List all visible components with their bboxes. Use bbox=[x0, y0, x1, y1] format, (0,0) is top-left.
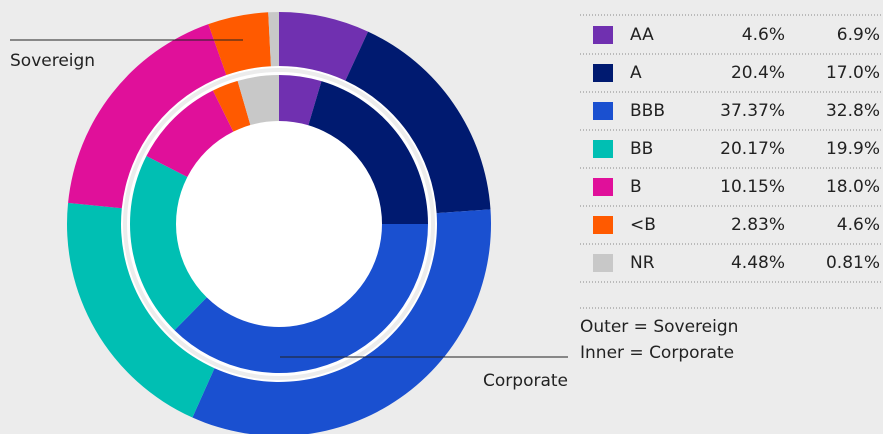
donut-segment bbox=[279, 12, 369, 81]
legend-label: BB bbox=[630, 139, 653, 159]
legend-value: 4.48% bbox=[731, 253, 785, 273]
legend-value: 0.81% bbox=[826, 253, 880, 273]
legend-value: 32.8% bbox=[826, 101, 880, 121]
legend-value: 18.0% bbox=[826, 177, 880, 197]
legend-label: A bbox=[630, 63, 642, 83]
legend-label: AA bbox=[630, 25, 654, 45]
legend-value: 19.9% bbox=[826, 139, 880, 159]
legend-swatch bbox=[593, 216, 613, 234]
donut-segment bbox=[192, 209, 491, 434]
donut-segment bbox=[279, 75, 322, 126]
legend-value: 37.37% bbox=[720, 101, 785, 121]
legend: AA 4.6% 6.9% A 20.4% 17.0% BBB 37.37% 32.8% BB 20.… bbox=[580, 14, 883, 309]
legend-swatch bbox=[593, 26, 613, 44]
legend-label: BBB bbox=[630, 101, 665, 121]
annotation: Inner = Corporate bbox=[580, 343, 734, 363]
callout-label: Corporate bbox=[483, 371, 568, 391]
donut-segment bbox=[174, 224, 428, 373]
legend-value: 17.0% bbox=[826, 63, 880, 83]
legend-label: <B bbox=[630, 215, 656, 235]
legend-swatch bbox=[593, 140, 613, 158]
legend-swatch bbox=[593, 64, 613, 82]
legend-value: 10.15% bbox=[720, 177, 785, 197]
legend-value: 20.17% bbox=[720, 139, 785, 159]
legend-swatch bbox=[593, 254, 613, 272]
donut bbox=[67, 12, 491, 434]
legend-value: 20.4% bbox=[731, 63, 785, 83]
legend-swatch bbox=[593, 178, 613, 196]
legend-value: 2.83% bbox=[731, 215, 785, 235]
legend-label: NR bbox=[630, 253, 655, 273]
donut-segment bbox=[208, 12, 271, 76]
donut-segment bbox=[345, 31, 491, 214]
legend-value: 4.6% bbox=[742, 25, 785, 45]
legend-value: 6.9% bbox=[837, 25, 880, 45]
legend-swatch bbox=[593, 102, 613, 120]
annotation: Outer = Sovereign bbox=[580, 317, 738, 337]
donut-segment bbox=[129, 156, 207, 331]
ring-gap bbox=[123, 68, 435, 380]
donut-segment bbox=[67, 202, 215, 418]
callout-label: Sovereign bbox=[10, 51, 95, 71]
donut-segment bbox=[212, 80, 251, 132]
legend-value: 4.6% bbox=[837, 215, 880, 235]
donut-segment bbox=[146, 90, 234, 178]
donut-segment bbox=[68, 24, 227, 209]
legend-label: B bbox=[630, 177, 642, 197]
donut-segment bbox=[308, 81, 428, 224]
donut-segment bbox=[237, 75, 279, 126]
donut-segment bbox=[268, 12, 279, 67]
